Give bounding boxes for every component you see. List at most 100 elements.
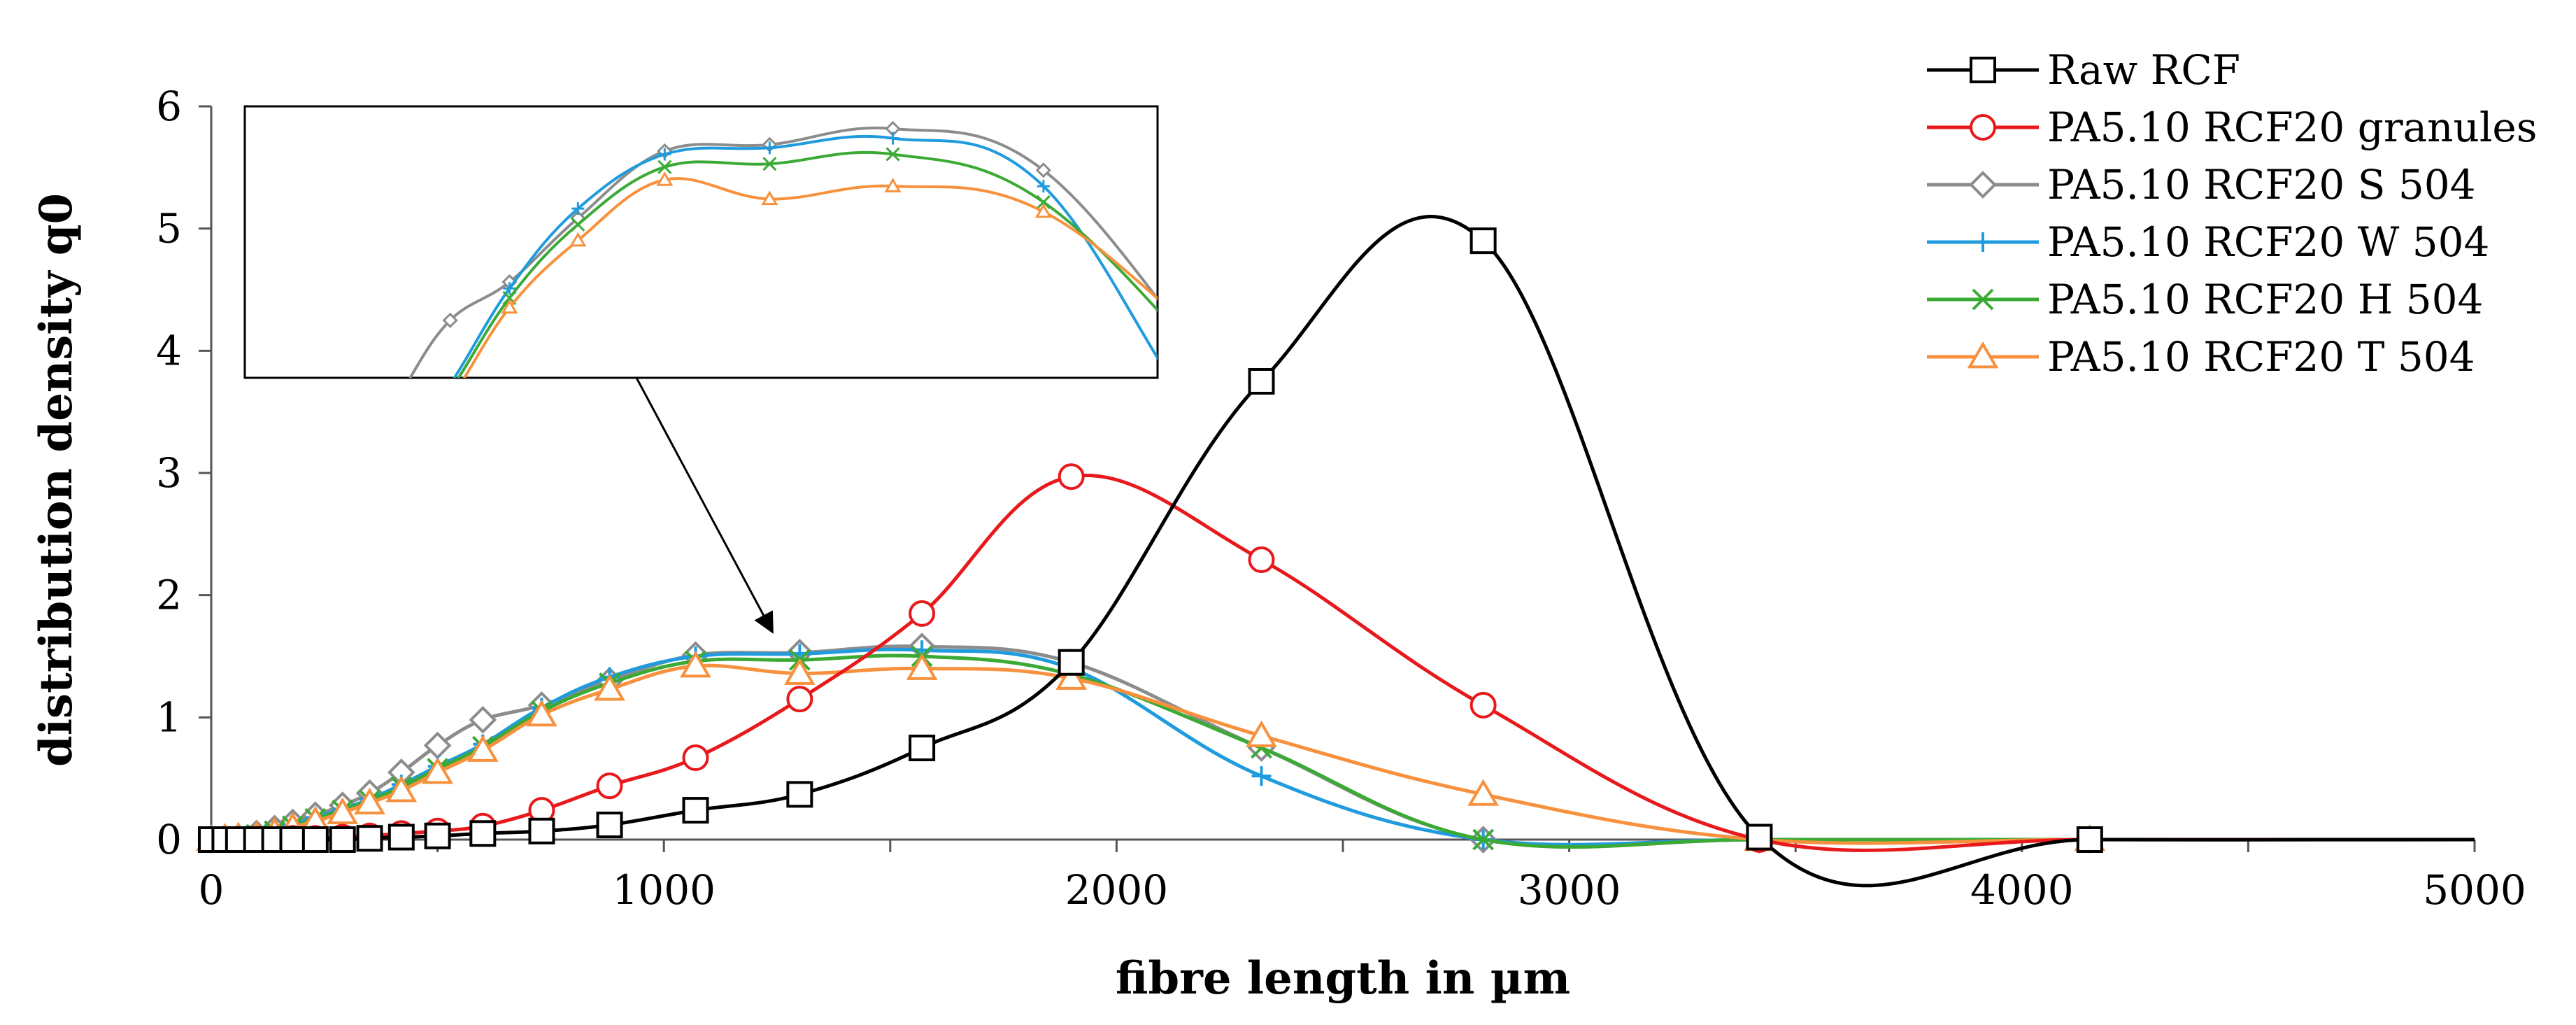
inset-point <box>329 531 343 542</box>
legend: Raw RCF PA5.10 RCF20 granules PA5.10 RCF20… <box>1927 46 2537 381</box>
x-tick-label: 3000 <box>1518 866 1621 914</box>
inset-line-pa5-10-rcf20-w-504 <box>453 134 1158 378</box>
inset-point <box>398 451 411 462</box>
data-point <box>909 735 936 761</box>
data-point <box>1248 368 1275 395</box>
x-tick-label: 1000 <box>612 866 716 914</box>
inset-point <box>656 171 674 186</box>
data-point <box>301 826 329 853</box>
data-point <box>596 812 623 839</box>
data-point <box>1470 691 1497 719</box>
x-axis-title: fibre length in µm <box>1116 952 1570 1005</box>
inset-point <box>252 582 265 595</box>
data-point <box>1058 463 1085 490</box>
inset-point <box>443 394 457 405</box>
legend-marker <box>1970 57 1996 83</box>
inset-point <box>444 384 457 397</box>
inset-point <box>884 178 902 192</box>
legend-marker <box>1967 341 1999 369</box>
inset-point <box>330 522 343 535</box>
legend-item-raw-rcf: Raw RCF <box>1927 46 2240 94</box>
inset-point <box>330 525 343 537</box>
inset-point <box>362 483 374 496</box>
inset-point <box>252 592 265 605</box>
series-line-pa5-10-rcf20-granules <box>211 474 2475 852</box>
data-point <box>680 651 711 678</box>
y-tick-label: 2 <box>156 572 182 619</box>
inset-point <box>503 282 516 295</box>
inset-line-pa5-10-rcf20-s-504 <box>408 126 1158 378</box>
data-point <box>329 826 356 853</box>
y-tick-label: 5 <box>156 205 182 253</box>
data-point <box>1472 828 1495 851</box>
inset-point <box>761 190 778 206</box>
legend-label: PA5.10 RCF20 granules <box>2047 104 2537 151</box>
legend-marker <box>1969 171 1997 199</box>
data-point <box>327 797 359 824</box>
data-point <box>682 744 709 771</box>
inset-point <box>762 157 777 171</box>
y-tick-label: 0 <box>156 816 182 863</box>
legend-label: PA5.10 RCF20 S 504 <box>2047 161 2476 208</box>
data-point <box>469 705 497 734</box>
data-point <box>1251 766 1272 786</box>
inset-point <box>501 299 518 314</box>
inset-frame <box>243 105 1159 379</box>
legend-item-pa5-10-rcf20-h-504: PA5.10 RCF20 H 504 <box>1927 276 2483 323</box>
data-point <box>422 756 453 784</box>
inset-point <box>1036 195 1051 210</box>
inset-point <box>569 232 587 247</box>
data-point <box>385 775 418 803</box>
legend-item-pa5-10-rcf20-w-504: PA5.10 RCF20 W 504 <box>1927 218 2489 266</box>
series-layer <box>195 215 2475 888</box>
inset-series-pa5-10-rcf20-w-504 <box>275 132 1158 582</box>
inset-zoom <box>243 105 1159 634</box>
inset-point <box>362 500 375 511</box>
data-point <box>387 823 415 851</box>
series-raw-rcf <box>198 215 2475 888</box>
legend-item-pa5-10-rcf20-t-504: PA5.10 RCF20 T 504 <box>1927 333 2475 381</box>
data-point <box>354 787 385 814</box>
data-point <box>2076 826 2103 853</box>
data-point <box>906 653 938 680</box>
inset-point <box>886 132 899 145</box>
inset-point <box>1035 162 1051 178</box>
y-axis-title: distribution density q0 <box>30 193 83 767</box>
inset-point <box>442 312 458 328</box>
data-point <box>467 735 499 762</box>
inset-point <box>362 451 374 464</box>
data-point <box>594 674 625 701</box>
inset-point <box>571 217 585 232</box>
inset-point <box>275 570 287 582</box>
inset-series <box>252 120 1158 605</box>
inset-series-pa5-10-rcf20-t-504 <box>275 171 1158 591</box>
data-point <box>469 820 497 847</box>
y-tick-label: 6 <box>156 83 182 130</box>
data-point <box>786 686 813 713</box>
data-point <box>1248 546 1275 574</box>
inset-point <box>330 506 343 518</box>
inset-point <box>362 490 374 502</box>
inset-point <box>398 381 411 394</box>
data-point <box>1467 779 1500 806</box>
inset-point <box>885 147 900 162</box>
inset-point <box>398 441 411 454</box>
legend-label: PA5.10 RCF20 T 504 <box>2047 333 2475 381</box>
data-point <box>526 699 557 727</box>
legend-marker <box>1970 114 1996 141</box>
inset-point <box>275 579 288 591</box>
legend-label: PA5.10 RCF20 W 504 <box>2047 218 2489 266</box>
data-point <box>682 797 709 824</box>
inset-point <box>302 547 315 560</box>
data-point <box>1470 227 1497 255</box>
inset-point <box>1037 180 1050 193</box>
inset-point <box>302 557 315 568</box>
inset-point <box>302 537 315 550</box>
data-point <box>1746 823 1773 851</box>
inset-line-pa5-10-rcf20-t-504 <box>462 177 1158 378</box>
y-tick-label: 3 <box>156 449 182 497</box>
x-tick-label: 5000 <box>2423 866 2526 914</box>
legend-label: PA5.10 RCF20 H 504 <box>2047 276 2483 323</box>
inset-point <box>302 551 315 563</box>
